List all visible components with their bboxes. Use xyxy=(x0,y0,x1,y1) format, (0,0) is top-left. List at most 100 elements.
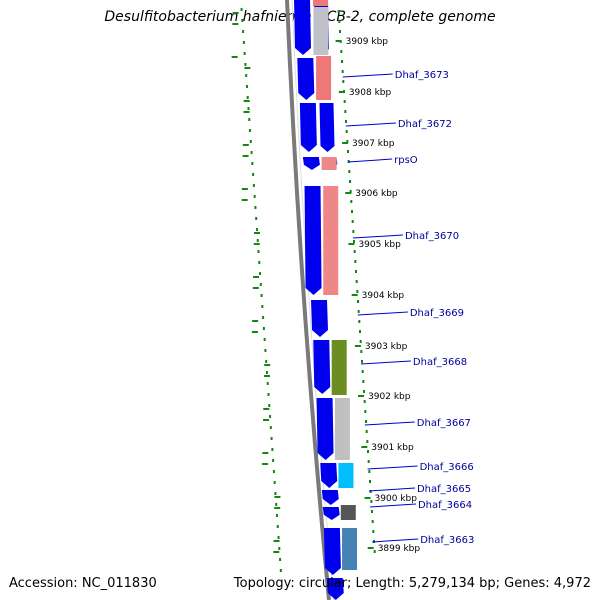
cds-arrow xyxy=(299,103,317,152)
gc-dot xyxy=(242,30,245,33)
gene-label: Dhaf_3663 xyxy=(420,535,474,546)
gc-dot xyxy=(273,481,276,484)
gc-skew-track xyxy=(231,8,376,572)
cds-arrow xyxy=(313,340,331,394)
kbp-label: 3900 kbp xyxy=(375,494,418,504)
cog-block xyxy=(313,7,329,55)
gc-dot xyxy=(257,250,260,253)
gc-dot xyxy=(264,349,267,352)
gc-dash xyxy=(244,67,251,69)
gc-dot xyxy=(363,400,366,403)
gc-dash xyxy=(251,331,258,333)
gc-dot xyxy=(339,30,341,33)
gc-dot xyxy=(357,310,360,313)
gc-dash xyxy=(243,100,250,102)
gc-dot xyxy=(342,80,345,83)
gc-dot xyxy=(352,230,355,233)
kbp-label: 3901 kbp xyxy=(371,443,414,453)
cog-block xyxy=(331,340,347,395)
gc-dot xyxy=(351,220,354,223)
kbp-scale: 3909 kbp 3908 kbp 3907 kbp 3906 kbp 3905 kbp… xyxy=(335,37,420,554)
gc-dash xyxy=(241,188,248,190)
cog-block xyxy=(321,157,337,170)
cds-arrow xyxy=(322,507,340,520)
gc-dot xyxy=(369,490,372,493)
gc-dot xyxy=(341,70,344,73)
cog-block xyxy=(316,56,332,100)
gc-dot xyxy=(373,550,376,553)
cds-arrow xyxy=(311,300,328,337)
gc-dot xyxy=(344,110,347,113)
gc-dot xyxy=(350,200,353,203)
gene-label: Dhaf_3667 xyxy=(417,418,471,429)
gene-leader-line xyxy=(367,465,418,470)
gc-dot xyxy=(345,120,347,123)
gc-dot xyxy=(260,294,263,297)
gc-dot xyxy=(367,460,370,463)
gene-label: Dhaf_3672 xyxy=(398,119,452,130)
gc-dash xyxy=(274,496,281,498)
gc-dot xyxy=(254,206,257,209)
gc-dot xyxy=(252,173,255,176)
gc-dash xyxy=(273,551,280,553)
gene-label: Dhaf_3669 xyxy=(410,308,464,319)
gc-dash xyxy=(253,243,260,245)
gc-dot xyxy=(267,393,270,396)
gc-dash xyxy=(252,320,259,322)
gc-dot xyxy=(242,41,245,44)
gene-label: Dhaf_3665 xyxy=(417,484,471,495)
gc-dot xyxy=(354,260,357,263)
gc-dot xyxy=(343,100,346,103)
gc-dot xyxy=(279,569,282,572)
gc-dot xyxy=(266,382,269,385)
gc-dot xyxy=(369,480,371,483)
cog-block xyxy=(313,0,328,6)
gc-dash xyxy=(231,56,238,58)
gene-leader-line xyxy=(342,73,393,78)
cog-block xyxy=(340,505,356,520)
gc-dot xyxy=(248,118,251,121)
gene-leader-line xyxy=(364,421,415,426)
gc-dash xyxy=(264,364,271,366)
gc-dot xyxy=(356,290,359,293)
gc-dot xyxy=(349,190,352,193)
cds-arrow xyxy=(323,528,341,575)
gc-dash xyxy=(243,111,250,113)
gc-dot xyxy=(362,380,365,383)
gc-dot xyxy=(361,370,364,373)
gc-dot xyxy=(262,316,265,319)
cog-block xyxy=(323,186,339,295)
gc-dot xyxy=(371,520,374,523)
gc-dot xyxy=(340,50,343,53)
kbp-label: 3909 kbp xyxy=(346,37,389,47)
gc-dot xyxy=(272,459,275,462)
gc-dot xyxy=(372,530,375,533)
gc-dot xyxy=(244,63,247,66)
gc-dash xyxy=(263,408,270,410)
gc-dot xyxy=(360,350,363,353)
gc-dash xyxy=(253,232,260,234)
kbp-label: 3903 kbp xyxy=(365,342,408,352)
gene-leader-line xyxy=(369,503,417,508)
cog-block xyxy=(338,463,354,488)
gc-dot xyxy=(276,525,279,528)
gc-dot xyxy=(359,340,362,343)
gc-dot xyxy=(255,228,258,231)
gene-label: Dhaf_3668 xyxy=(413,357,467,368)
kbp-label: 3902 kbp xyxy=(368,392,411,402)
gene-labels: Dhaf_3673 Dhaf_3672 rpsO Dhaf_3670 Dhaf_3669… xyxy=(342,70,474,546)
gc-dot xyxy=(367,450,369,453)
gc-dot xyxy=(245,74,248,77)
gc-dot xyxy=(249,129,252,132)
gc-dot xyxy=(259,283,262,286)
gc-dash xyxy=(252,287,259,289)
cog-block xyxy=(334,398,350,460)
gene-leader-line xyxy=(368,487,416,492)
topology-label: Topology: circular; Length: 5,279,134 bp… xyxy=(233,576,591,591)
gc-dot xyxy=(268,404,271,407)
cds-arrow xyxy=(326,578,344,600)
gene-label: rpsO xyxy=(394,155,418,166)
gc-dot xyxy=(359,330,361,333)
gc-dot xyxy=(240,8,243,11)
